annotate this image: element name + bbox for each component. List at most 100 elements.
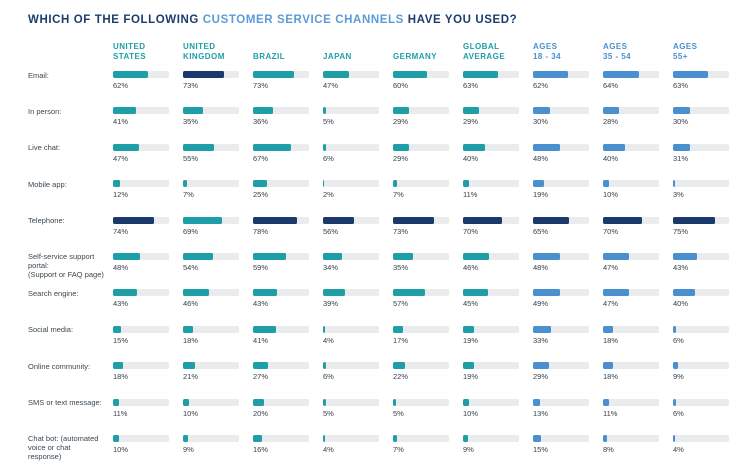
bar-cell: 57%	[393, 288, 463, 308]
bar-value: 4%	[323, 335, 334, 345]
bar-cell: 15%	[533, 434, 603, 454]
bar-track	[463, 252, 519, 260]
bar-value: 40%	[603, 153, 619, 163]
bar-fill	[463, 434, 469, 442]
bar-fill	[533, 252, 560, 260]
bar-track	[323, 289, 379, 297]
bar-cell: 11%	[113, 398, 183, 418]
bar-track	[323, 71, 379, 78]
bar-cell: 40%	[673, 288, 743, 308]
bar-cell: 67%	[253, 143, 323, 163]
bar-value: 6%	[673, 408, 684, 418]
bar-fill	[113, 398, 120, 406]
bar-value: 35%	[183, 117, 199, 127]
bar-value: 7%	[183, 190, 194, 200]
bar-cell: 41%	[253, 325, 323, 345]
row-label: Social media:	[28, 325, 74, 335]
bar-cell: 46%	[463, 252, 533, 272]
bar-cell: 70%	[463, 216, 533, 236]
bar-fill	[673, 107, 690, 115]
bar-cell: 73%	[183, 70, 253, 90]
bar-cell: 63%	[673, 70, 743, 90]
bar-fill	[113, 143, 140, 151]
bar-value: 4%	[323, 444, 334, 454]
bar-cell: 4%	[323, 434, 393, 454]
bar-track	[673, 71, 729, 78]
bar-value: 27%	[253, 372, 269, 382]
bar-cell: 6%	[323, 143, 393, 163]
bar-value: 41%	[253, 335, 269, 345]
bar-fill	[603, 325, 614, 333]
bar-value: 5%	[323, 117, 334, 127]
column-header: AGES 55+	[673, 42, 698, 61]
bar-track	[463, 325, 519, 333]
bar-track	[533, 362, 589, 370]
bar-value: 40%	[463, 153, 479, 163]
bar-track	[183, 71, 239, 78]
bar-fill	[533, 398, 541, 406]
bar-cell: 18%	[603, 361, 673, 381]
bar-value: 55%	[183, 153, 199, 163]
bar-track	[253, 107, 309, 115]
bar-value: 4%	[673, 444, 684, 454]
bar-cell: 7%	[183, 179, 253, 199]
bar-fill	[323, 434, 326, 442]
bar-fill	[393, 143, 410, 151]
bar-fill	[673, 180, 675, 188]
chart-row: Live chat: 47% 55% 67% 6% 29% 40% 48% 40% 31%	[28, 143, 750, 179]
bar-fill	[673, 71, 709, 78]
bar-track	[113, 180, 169, 188]
bar-cell: 47%	[603, 252, 673, 272]
bar-value: 60%	[393, 81, 409, 90]
bar-fill	[113, 180, 120, 188]
bar-value: 70%	[463, 226, 479, 236]
bar-value: 10%	[113, 444, 129, 454]
bar-value: 49%	[533, 299, 549, 309]
bar-track	[603, 289, 659, 297]
bar-fill	[323, 107, 326, 115]
bar-value: 56%	[323, 226, 339, 236]
row-label: Self-service support portal: (Support or …	[28, 252, 104, 280]
bar-fill	[253, 216, 297, 224]
bar-track	[533, 325, 589, 333]
bar-fill	[463, 107, 480, 115]
bar-fill	[113, 325, 122, 333]
bar-value: 6%	[673, 335, 684, 345]
bar-value: 47%	[113, 153, 129, 163]
bar-track	[533, 434, 589, 442]
bar-value: 45%	[463, 299, 479, 309]
bar-value: 43%	[113, 299, 129, 309]
bar-cell: 27%	[253, 361, 323, 381]
bar-value: 11%	[603, 408, 618, 418]
bar-track	[113, 107, 169, 115]
bar-fill	[533, 107, 550, 115]
row-label: Live chat:	[28, 143, 61, 153]
bar-track	[323, 107, 379, 115]
bar-cell: 22%	[393, 361, 463, 381]
bar-value: 34%	[323, 262, 339, 272]
bar-value: 6%	[323, 153, 334, 163]
bar-track	[673, 325, 729, 333]
bar-track	[393, 434, 449, 442]
bar-cell: 35%	[393, 252, 463, 272]
bar-value: 31%	[673, 153, 689, 163]
chart-rows: Email: 62% 73% 73% 47% 60% 63% 62% 64% 63% In pers…	[28, 70, 750, 463]
bar-track	[603, 325, 659, 333]
bar-value: 43%	[253, 299, 269, 309]
bar-value: 47%	[603, 262, 619, 272]
bar-fill	[113, 289, 138, 297]
bar-track	[393, 180, 449, 188]
bar-value: 69%	[183, 226, 199, 236]
bar-cell: 6%	[323, 361, 393, 381]
bar-value: 29%	[463, 117, 479, 127]
bar-track	[323, 362, 379, 370]
bar-cell: 29%	[463, 106, 533, 126]
bar-track	[673, 107, 729, 115]
bar-value: 2%	[323, 190, 334, 200]
bar-fill	[463, 180, 470, 188]
bar-cell: 30%	[673, 106, 743, 126]
bar-fill	[113, 252, 140, 260]
bar-track	[603, 434, 659, 442]
bar-cell: 47%	[113, 143, 183, 163]
bar-value: 30%	[533, 117, 549, 127]
